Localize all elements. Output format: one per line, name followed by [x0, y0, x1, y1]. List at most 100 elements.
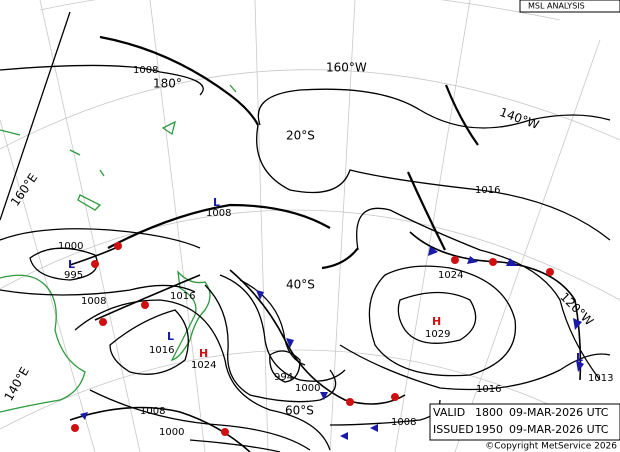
- cold-front-symbol: [256, 290, 264, 300]
- isobar-labels: 1008 1016 1000 1024 1008 1016 994 1000 1…: [58, 65, 501, 438]
- isobar-label: 1008: [140, 406, 165, 417]
- isobar: [89, 389, 311, 451]
- meridian: [254, 0, 269, 452]
- center-pressure: 1016: [149, 345, 174, 356]
- cold-front-symbol: [506, 258, 518, 266]
- isobar: [0, 64, 204, 96]
- fronts: [69, 231, 584, 452]
- cold-front-symbol: [286, 338, 294, 348]
- front: [69, 406, 251, 452]
- warm-front-symbol: [71, 424, 79, 432]
- grid-label: 20°S: [286, 129, 315, 143]
- isobar-label: 1000: [58, 241, 83, 252]
- cold-front-symbol: [340, 432, 348, 440]
- warm-front-symbol: [391, 393, 399, 401]
- center-pressure: 995: [64, 270, 83, 281]
- center-pressure: 1029: [425, 329, 450, 340]
- island: [77, 194, 102, 211]
- cold-front-symbol: [467, 256, 478, 264]
- isobar: [29, 247, 98, 281]
- australia-coast: [0, 274, 86, 413]
- isobar-label: 1016: [476, 384, 501, 395]
- isobar-label: 1008: [133, 65, 158, 76]
- isobar-label: 1000: [295, 383, 320, 394]
- warm-front-symbol: [489, 258, 497, 266]
- parallel: [0, 209, 620, 301]
- isobar-label: 1008: [81, 296, 106, 307]
- isobar: [109, 309, 189, 375]
- isobar-label: 1016: [475, 185, 500, 196]
- front: [409, 231, 582, 381]
- warm-front-symbol: [346, 398, 354, 406]
- isobar-label: 1008: [391, 417, 416, 428]
- high-symbol: H: [432, 315, 441, 328]
- issued-time: 1950: [475, 423, 503, 436]
- isobar: [219, 274, 346, 382]
- cold-front-symbol: [370, 424, 378, 432]
- trough: [406, 171, 446, 251]
- isobar-label: 1016: [170, 291, 195, 302]
- isobar: [356, 207, 601, 381]
- front: [229, 269, 406, 405]
- isobar: [0, 11, 71, 221]
- parallel: [0, 349, 620, 441]
- center-pressure: 1024: [191, 360, 216, 371]
- warm-front-symbol: [91, 260, 99, 268]
- issued-date: 09-MAR-2026 UTC: [509, 423, 609, 436]
- isobar-label: 1024: [438, 270, 463, 281]
- warm-front-symbol: [451, 256, 459, 264]
- front: [94, 274, 201, 321]
- high-symbol: H: [199, 347, 208, 360]
- meridian: [0, 119, 96, 452]
- isobars: [0, 11, 611, 452]
- pressure-centers: L 1008 L 995 H 1029 L 1016 H 1024 L 1013: [64, 196, 613, 384]
- troughs: [99, 35, 479, 270]
- valid-label: VALID: [433, 406, 465, 419]
- warm-front-symbol: [114, 242, 122, 250]
- isobar: [397, 291, 477, 344]
- center-pressure: 1013: [588, 373, 613, 384]
- trough: [107, 203, 331, 249]
- coastline: [0, 84, 237, 413]
- low-symbol: L: [68, 258, 75, 271]
- isobar: [0, 228, 201, 249]
- grid-label: 40°S: [286, 278, 315, 292]
- cold-front-symbol: [573, 318, 582, 330]
- trough: [321, 247, 359, 270]
- header-title: MSL ANALYSIS: [528, 2, 585, 11]
- header-box: [519, 0, 620, 13]
- warm-front-symbol: [546, 268, 554, 276]
- isobar: [74, 299, 331, 451]
- isobar: [368, 265, 517, 377]
- isobar: [0, 284, 196, 296]
- valid-date: 09-MAR-2026 UTC: [509, 406, 609, 419]
- cold-front-symbol: [428, 246, 438, 256]
- warm-front-symbol: [99, 318, 107, 326]
- isobar-label: 994: [274, 372, 293, 383]
- isobar: [269, 350, 301, 383]
- meridian: [39, 0, 141, 452]
- isobar-label: 1000: [159, 427, 184, 438]
- cold-front-symbol: [80, 412, 88, 420]
- cold-front-symbol: [576, 360, 584, 372]
- trough: [99, 35, 259, 126]
- new-zealand-coast: [170, 270, 211, 361]
- isobar: [257, 88, 611, 129]
- island: [161, 120, 176, 136]
- low-symbol: L: [213, 196, 220, 209]
- warm-front-symbol: [221, 428, 229, 436]
- island: [0, 84, 237, 177]
- grid-label: 180°: [153, 77, 182, 91]
- low-symbol: L: [576, 351, 583, 364]
- trough: [444, 84, 479, 146]
- meridian: [454, 39, 601, 452]
- issued-label: ISSUED: [433, 423, 474, 436]
- warm-front-symbol: [141, 301, 149, 309]
- valid-time: 1800: [475, 406, 503, 419]
- copyright: ©Copyright MetService 2026: [485, 442, 617, 452]
- grid-label: 60°S: [285, 404, 314, 418]
- info-box: [429, 403, 620, 441]
